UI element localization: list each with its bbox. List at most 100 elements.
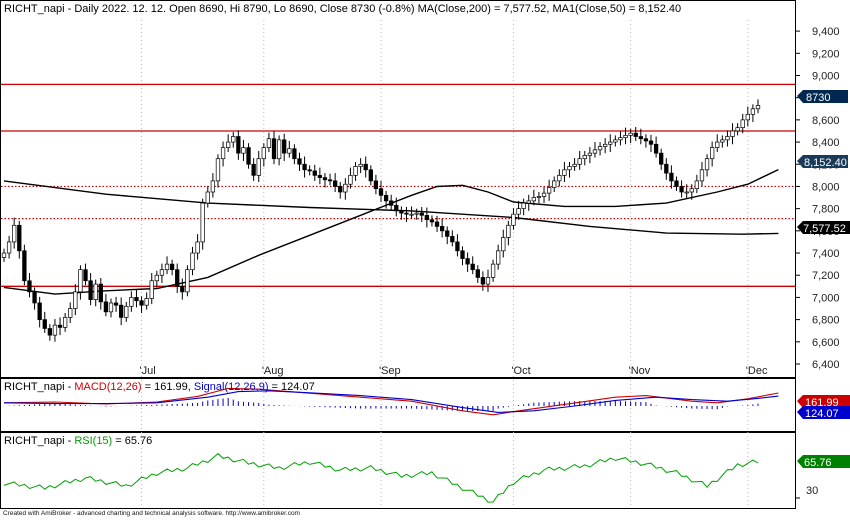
candle-up bbox=[720, 139, 725, 143]
close-value: 8730 bbox=[351, 3, 375, 15]
price-period: Daily bbox=[74, 3, 99, 15]
price-symbol: RICHT_napi bbox=[4, 3, 65, 15]
candle-up bbox=[215, 158, 221, 182]
candle-up bbox=[12, 224, 17, 243]
candle-up bbox=[684, 191, 689, 194]
ma50-label: MA1(Close,50) bbox=[552, 3, 625, 15]
y-tick-label: 6,400 bbox=[812, 359, 840, 371]
candle-down bbox=[322, 177, 328, 181]
candle-down bbox=[404, 212, 409, 215]
candle-up bbox=[159, 269, 165, 276]
candle-up bbox=[572, 163, 577, 167]
open-label: Open bbox=[169, 3, 196, 15]
candle-down bbox=[368, 169, 373, 182]
macd-lines bbox=[3, 387, 779, 416]
candle-up bbox=[603, 143, 608, 147]
candle-up bbox=[93, 283, 98, 300]
candle-down bbox=[113, 302, 119, 306]
candle-down bbox=[327, 179, 333, 182]
close-tag-shape bbox=[797, 90, 848, 103]
candle-down bbox=[307, 169, 312, 172]
rsi-symbol: RICHT_napi bbox=[4, 435, 65, 447]
candle-up bbox=[200, 202, 205, 243]
candle-up bbox=[623, 135, 628, 138]
y-tick-label: 8,000 bbox=[812, 181, 840, 193]
candle-up bbox=[231, 136, 236, 143]
footer-credit: Created with AmiBroker - advanced charti… bbox=[3, 510, 300, 517]
candle-down bbox=[57, 324, 63, 328]
candle-up bbox=[750, 108, 756, 115]
close-label: Close bbox=[320, 3, 348, 15]
candle-down bbox=[648, 140, 654, 145]
candle-down bbox=[103, 301, 109, 313]
candle-down bbox=[465, 258, 470, 265]
candle-up bbox=[220, 147, 226, 160]
candle-down bbox=[98, 283, 103, 303]
candle-up bbox=[567, 166, 572, 171]
candle-down bbox=[22, 250, 27, 282]
y-tick-label: 7,200 bbox=[812, 270, 840, 282]
candle-up bbox=[73, 291, 78, 309]
candle-up bbox=[490, 263, 496, 278]
candle-up bbox=[704, 158, 710, 171]
rsi-value: 65.76 bbox=[125, 435, 153, 447]
candle-up bbox=[108, 302, 114, 313]
price-header: RICHT_napi - Daily 2022. 12. 12. Open 86… bbox=[4, 3, 681, 15]
candle-up bbox=[511, 213, 516, 226]
price-sep-3: , bbox=[268, 3, 271, 15]
candle-down bbox=[180, 285, 185, 293]
signal-tag: 124.07 bbox=[797, 406, 850, 420]
x-tick-label: 'Dec bbox=[746, 365, 768, 377]
candle-down bbox=[332, 180, 338, 187]
ma50-tag-text: 8,152.40 bbox=[804, 157, 847, 169]
rsi-tag-text: 65.76 bbox=[804, 457, 832, 469]
candle-down bbox=[236, 136, 241, 154]
rsi-line bbox=[3, 452, 800, 503]
y-tick-label: 9,200 bbox=[812, 48, 840, 60]
price-eq-1: = bbox=[491, 3, 504, 15]
candle-up bbox=[546, 187, 552, 194]
signal-value: 124.07 bbox=[281, 381, 315, 393]
signal-label: Signal(12,26,9) bbox=[194, 381, 269, 393]
price-date: 2022. 12. 12. bbox=[102, 3, 166, 15]
candle-down bbox=[119, 304, 124, 318]
candle-down bbox=[282, 139, 287, 154]
candle-up bbox=[715, 141, 720, 148]
candle-down bbox=[175, 269, 180, 287]
candle-up bbox=[745, 113, 750, 121]
candle-down bbox=[302, 163, 307, 171]
candle-up bbox=[129, 297, 134, 307]
candle-down bbox=[439, 226, 445, 232]
horizontal-lines bbox=[1, 83, 795, 287]
rsi-tag: 65.76 bbox=[797, 455, 850, 469]
candle-up bbox=[531, 197, 536, 202]
candle-up bbox=[628, 132, 633, 136]
y-tick-label: 9,000 bbox=[812, 70, 840, 82]
candle-up bbox=[226, 141, 231, 148]
y-tick-label: 9,400 bbox=[812, 26, 840, 38]
candle-up bbox=[740, 119, 745, 128]
ma50-tag: 8,152.40 bbox=[797, 155, 848, 169]
candle-down bbox=[470, 263, 475, 271]
candle-up bbox=[730, 130, 735, 137]
ma200-label: MA(Close,200) bbox=[418, 3, 491, 15]
candle-down bbox=[42, 319, 47, 329]
candle-up bbox=[592, 149, 598, 154]
candle-up bbox=[68, 308, 73, 318]
candle-down bbox=[383, 194, 389, 202]
macd-symbol: RICHT_napi bbox=[4, 381, 65, 393]
candle-up bbox=[414, 212, 419, 215]
candle-up bbox=[149, 280, 154, 299]
y-tick-label: 8,600 bbox=[812, 115, 840, 127]
y-tick-label: 6,800 bbox=[812, 315, 840, 327]
candle-down bbox=[434, 221, 440, 227]
y-axis-ticks: 6,4006,6006,8007,0007,2007,4007,6007,800… bbox=[795, 26, 840, 371]
close-price-tag: 8730 bbox=[797, 90, 848, 104]
candle-up bbox=[526, 200, 531, 204]
lo-label: Lo bbox=[274, 3, 286, 15]
macd-eq-2: = bbox=[269, 381, 282, 393]
candle-up bbox=[154, 274, 159, 282]
candle-up bbox=[587, 152, 593, 156]
candle-up bbox=[78, 269, 83, 293]
